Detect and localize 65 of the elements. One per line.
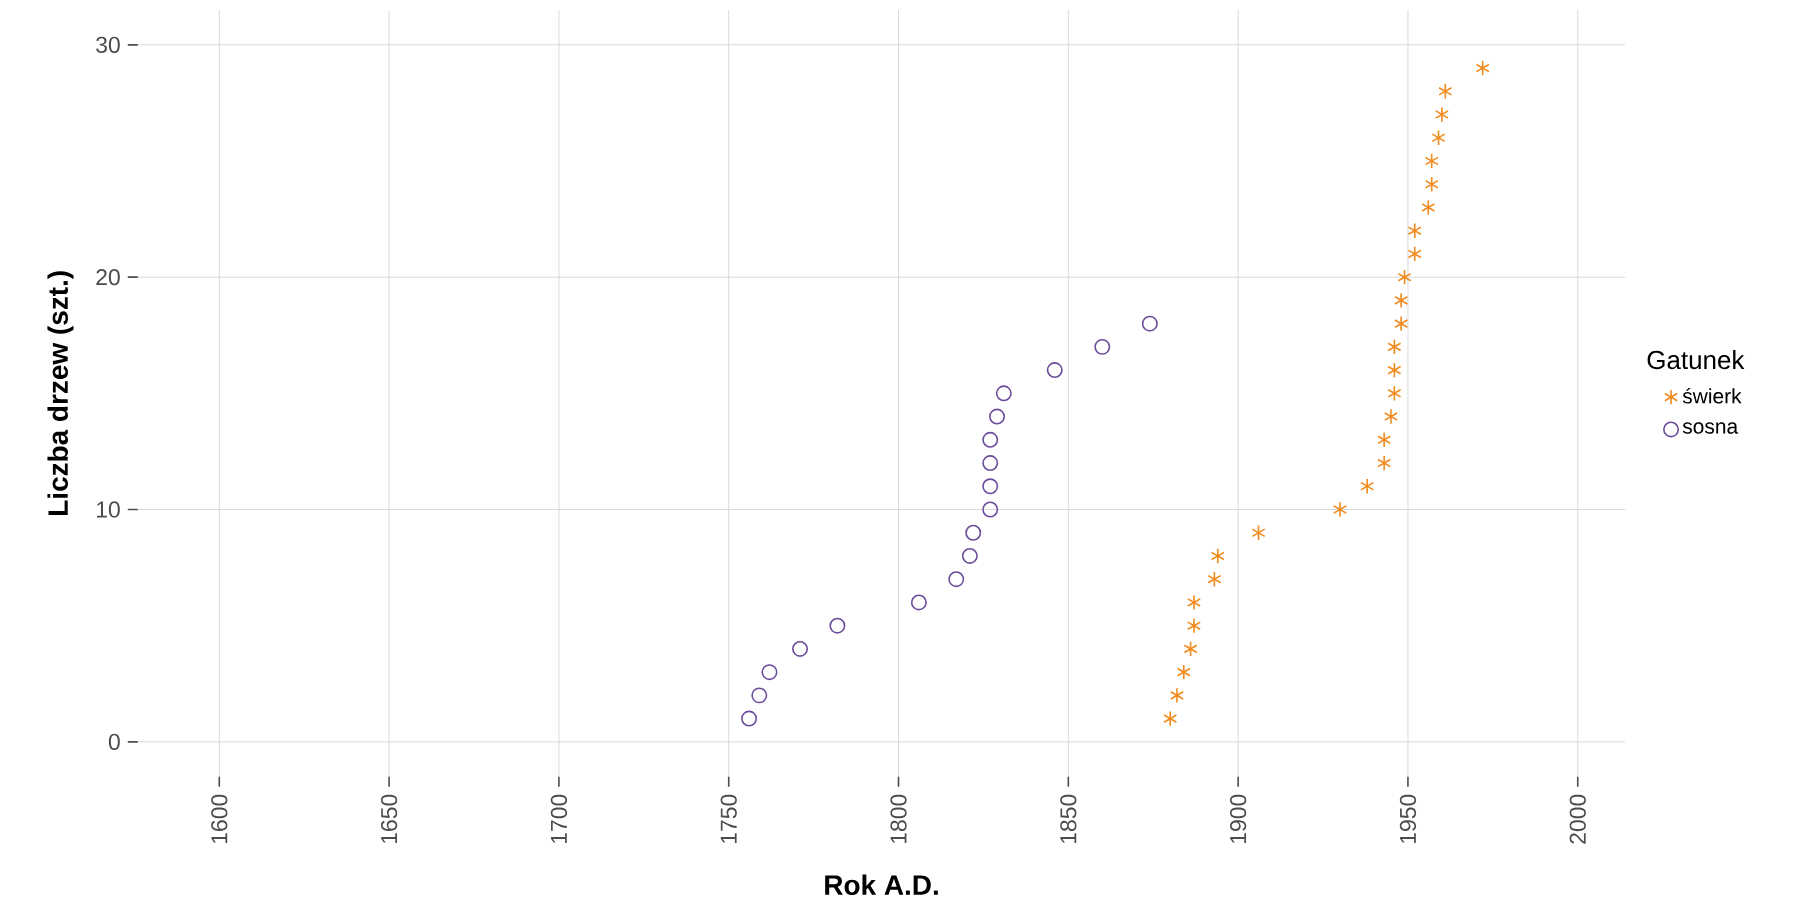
point	[1387, 338, 1402, 355]
point	[741, 710, 758, 727]
point	[982, 455, 999, 471]
y-axis-title: Liczba drzew (szt.)	[47, 271, 74, 515]
point	[961, 547, 978, 564]
point	[982, 478, 999, 495]
point	[1169, 687, 1185, 704]
x-tick-label: 1750	[720, 794, 737, 844]
y-tick-label: 10	[96, 501, 120, 518]
point	[1210, 547, 1225, 564]
x-tick-label: 1900	[1230, 794, 1247, 844]
point	[1377, 455, 1392, 471]
point	[1387, 362, 1402, 379]
point	[1421, 199, 1436, 216]
point	[1186, 617, 1202, 634]
x-tick-label: 1850	[1060, 794, 1077, 844]
point	[910, 594, 927, 611]
point	[1141, 315, 1158, 332]
point	[792, 640, 809, 657]
point	[1207, 571, 1222, 588]
point	[761, 664, 778, 681]
point	[965, 524, 982, 541]
point	[1360, 478, 1375, 495]
point	[1333, 501, 1348, 518]
y-tick-label: 30	[96, 36, 120, 53]
point	[1383, 408, 1398, 425]
x-axis-title: Rok A.D.	[825, 874, 938, 895]
point	[982, 431, 999, 448]
point	[1251, 524, 1266, 541]
x-tick-label: 1600	[211, 794, 228, 844]
point	[1438, 83, 1453, 100]
point	[1394, 292, 1409, 309]
legend-label: świerk	[1682, 387, 1742, 404]
x-tick-label: 1800	[890, 794, 907, 844]
x-tick-label: 2000	[1569, 794, 1586, 844]
point	[1183, 640, 1198, 657]
x-tick-label: 1700	[550, 794, 568, 844]
point	[1434, 106, 1449, 123]
point	[1424, 152, 1439, 169]
point	[1046, 362, 1063, 379]
point	[1186, 594, 1202, 611]
x-tick-label: 1650	[380, 794, 398, 844]
point	[1394, 315, 1409, 332]
point	[751, 687, 768, 704]
legend-label: sosna	[1682, 422, 1739, 434]
point	[1377, 431, 1392, 448]
point	[948, 571, 965, 588]
y-tick-label: 20	[96, 269, 120, 286]
point	[1431, 129, 1446, 146]
point	[1163, 710, 1178, 727]
point	[995, 385, 1012, 402]
point	[1176, 664, 1191, 681]
point	[1424, 176, 1439, 193]
point	[1407, 245, 1422, 262]
point	[1475, 60, 1490, 77]
y-tick-label: 0	[108, 733, 120, 750]
point	[982, 501, 999, 518]
point	[1387, 385, 1402, 402]
point	[829, 617, 846, 634]
legend-title: Gatunek	[1647, 350, 1745, 370]
point	[1397, 269, 1412, 286]
x-tick-label: 1950	[1399, 794, 1417, 844]
point	[1407, 222, 1422, 239]
point	[989, 408, 1005, 425]
point	[1094, 338, 1111, 355]
